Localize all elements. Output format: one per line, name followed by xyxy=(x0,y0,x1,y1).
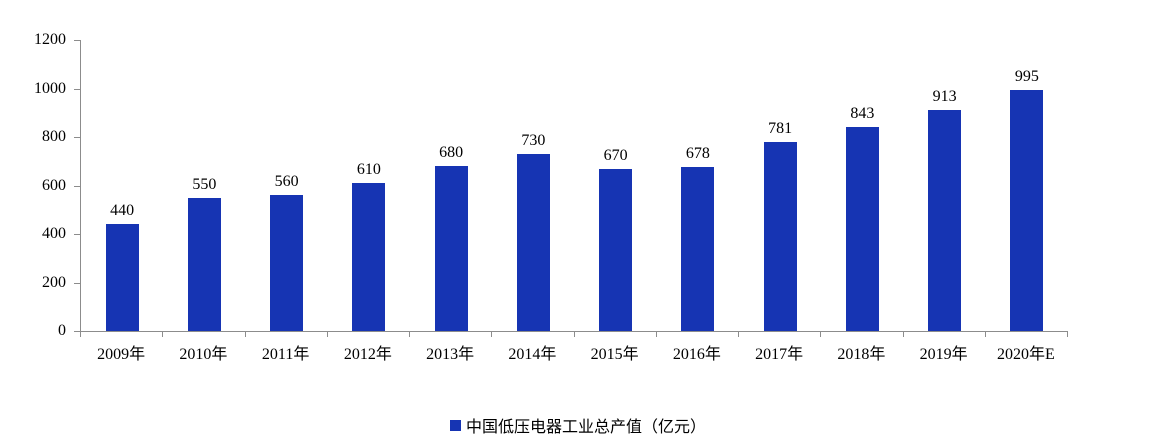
x-tick-mark xyxy=(984,332,986,337)
x-tick-label: 2017年 xyxy=(755,346,804,363)
y-tick-label: 1000 xyxy=(34,79,66,97)
bar-value-label: 550 xyxy=(192,175,217,193)
y-tick-mark xyxy=(74,234,80,235)
bar xyxy=(434,166,468,331)
bar-value-label: 560 xyxy=(274,173,299,191)
x-tick-label: 2011年 xyxy=(261,346,310,363)
x-tick-label: 2009年 xyxy=(97,346,146,363)
bar xyxy=(352,183,386,331)
bar-value-label: 995 xyxy=(1014,67,1039,85)
x-tick-mark xyxy=(902,332,904,337)
x-tick-label: 2010年 xyxy=(179,346,228,363)
x-tick-mark xyxy=(573,332,575,337)
y-tick-mark xyxy=(74,282,80,284)
bar-column: 440 xyxy=(81,40,163,331)
bar-value-label: 440 xyxy=(110,202,135,220)
y-tick-label: 800 xyxy=(42,128,66,145)
bar-value-label: 678 xyxy=(685,144,710,162)
x-tick-label: 2018年 xyxy=(837,346,886,363)
bar xyxy=(928,109,962,331)
x-tick-label: 2014年 xyxy=(508,346,557,363)
y-tick-mark xyxy=(74,331,80,332)
x-tick-mark xyxy=(655,332,657,337)
y-tick-label: 0 xyxy=(58,322,66,339)
bar-column: 550 xyxy=(163,40,245,331)
legend-label: 中国低压电器工业总产值（亿元） xyxy=(465,419,706,436)
x-tick-mark xyxy=(738,332,739,337)
x-tick-mark xyxy=(409,332,410,337)
bar-column: 560 xyxy=(246,40,328,331)
bar-value-label: 843 xyxy=(850,104,875,122)
bar-column: 730 xyxy=(492,40,574,331)
y-axis-labels: 0 200 400 600 800 1000 1200 xyxy=(0,31,66,339)
bar-column: 843 xyxy=(821,40,903,331)
x-axis-labels: 2009年 2010年 2011年 2012年 2013年 2014年 2015年 2016年… xyxy=(80,340,1067,364)
bar-column: 995 xyxy=(986,40,1068,331)
x-tick-mark xyxy=(326,332,328,337)
bar xyxy=(187,197,221,331)
bar-value-label: 610 xyxy=(356,161,381,179)
bar-value-label: 781 xyxy=(768,119,793,137)
bar xyxy=(845,126,879,331)
bar-column: 680 xyxy=(410,40,492,331)
bar xyxy=(763,141,797,331)
bar-column: 781 xyxy=(739,40,821,331)
bar-value-label: 670 xyxy=(603,146,628,164)
bar-column: 670 xyxy=(575,40,657,331)
y-tick-mark xyxy=(74,40,80,41)
bar-column: 913 xyxy=(904,40,986,331)
bar xyxy=(270,195,304,331)
y-tick-label: 400 xyxy=(42,225,66,242)
x-tick-label: 2020年E xyxy=(996,346,1055,363)
bar xyxy=(516,153,550,331)
bar xyxy=(105,224,139,331)
x-tick-label: 2012年 xyxy=(343,346,392,363)
y-tick-label: 1200 xyxy=(34,31,66,48)
x-tick-mark xyxy=(80,332,81,337)
bar-value-label: 680 xyxy=(439,144,464,162)
bar-value-label: 913 xyxy=(932,87,957,105)
x-tick-mark xyxy=(162,332,164,337)
bar xyxy=(599,168,633,331)
y-tick-mark xyxy=(74,137,80,138)
plot-area: 440 550 560 610 680 730 670 678 781 843 913 995 xyxy=(80,40,1068,332)
bar-value-label: 730 xyxy=(521,131,546,149)
legend-square-icon xyxy=(449,419,461,431)
bar-column: 678 xyxy=(657,40,739,331)
x-tick-mark xyxy=(1067,332,1068,337)
bar-column: 610 xyxy=(328,40,410,331)
y-tick-label: 600 xyxy=(42,176,66,194)
bar xyxy=(1010,89,1044,331)
y-tick-label: 200 xyxy=(42,273,66,291)
y-tick-mark xyxy=(74,88,80,90)
bar xyxy=(681,166,715,331)
y-tick-mark xyxy=(74,185,80,187)
legend: 中国低压电器工业总产值（亿元） xyxy=(0,413,1156,437)
x-tick-label: 2019年 xyxy=(919,346,968,363)
x-tick-label: 2015年 xyxy=(590,346,639,363)
x-tick-mark xyxy=(491,332,493,337)
x-tick-label: 2013年 xyxy=(426,346,475,363)
x-tick-mark xyxy=(820,332,822,337)
x-tick-mark xyxy=(244,332,246,337)
x-tick-label: 2016年 xyxy=(672,346,721,363)
bars-container: 440 550 560 610 680 730 670 678 781 843 913 995 xyxy=(81,40,1068,331)
